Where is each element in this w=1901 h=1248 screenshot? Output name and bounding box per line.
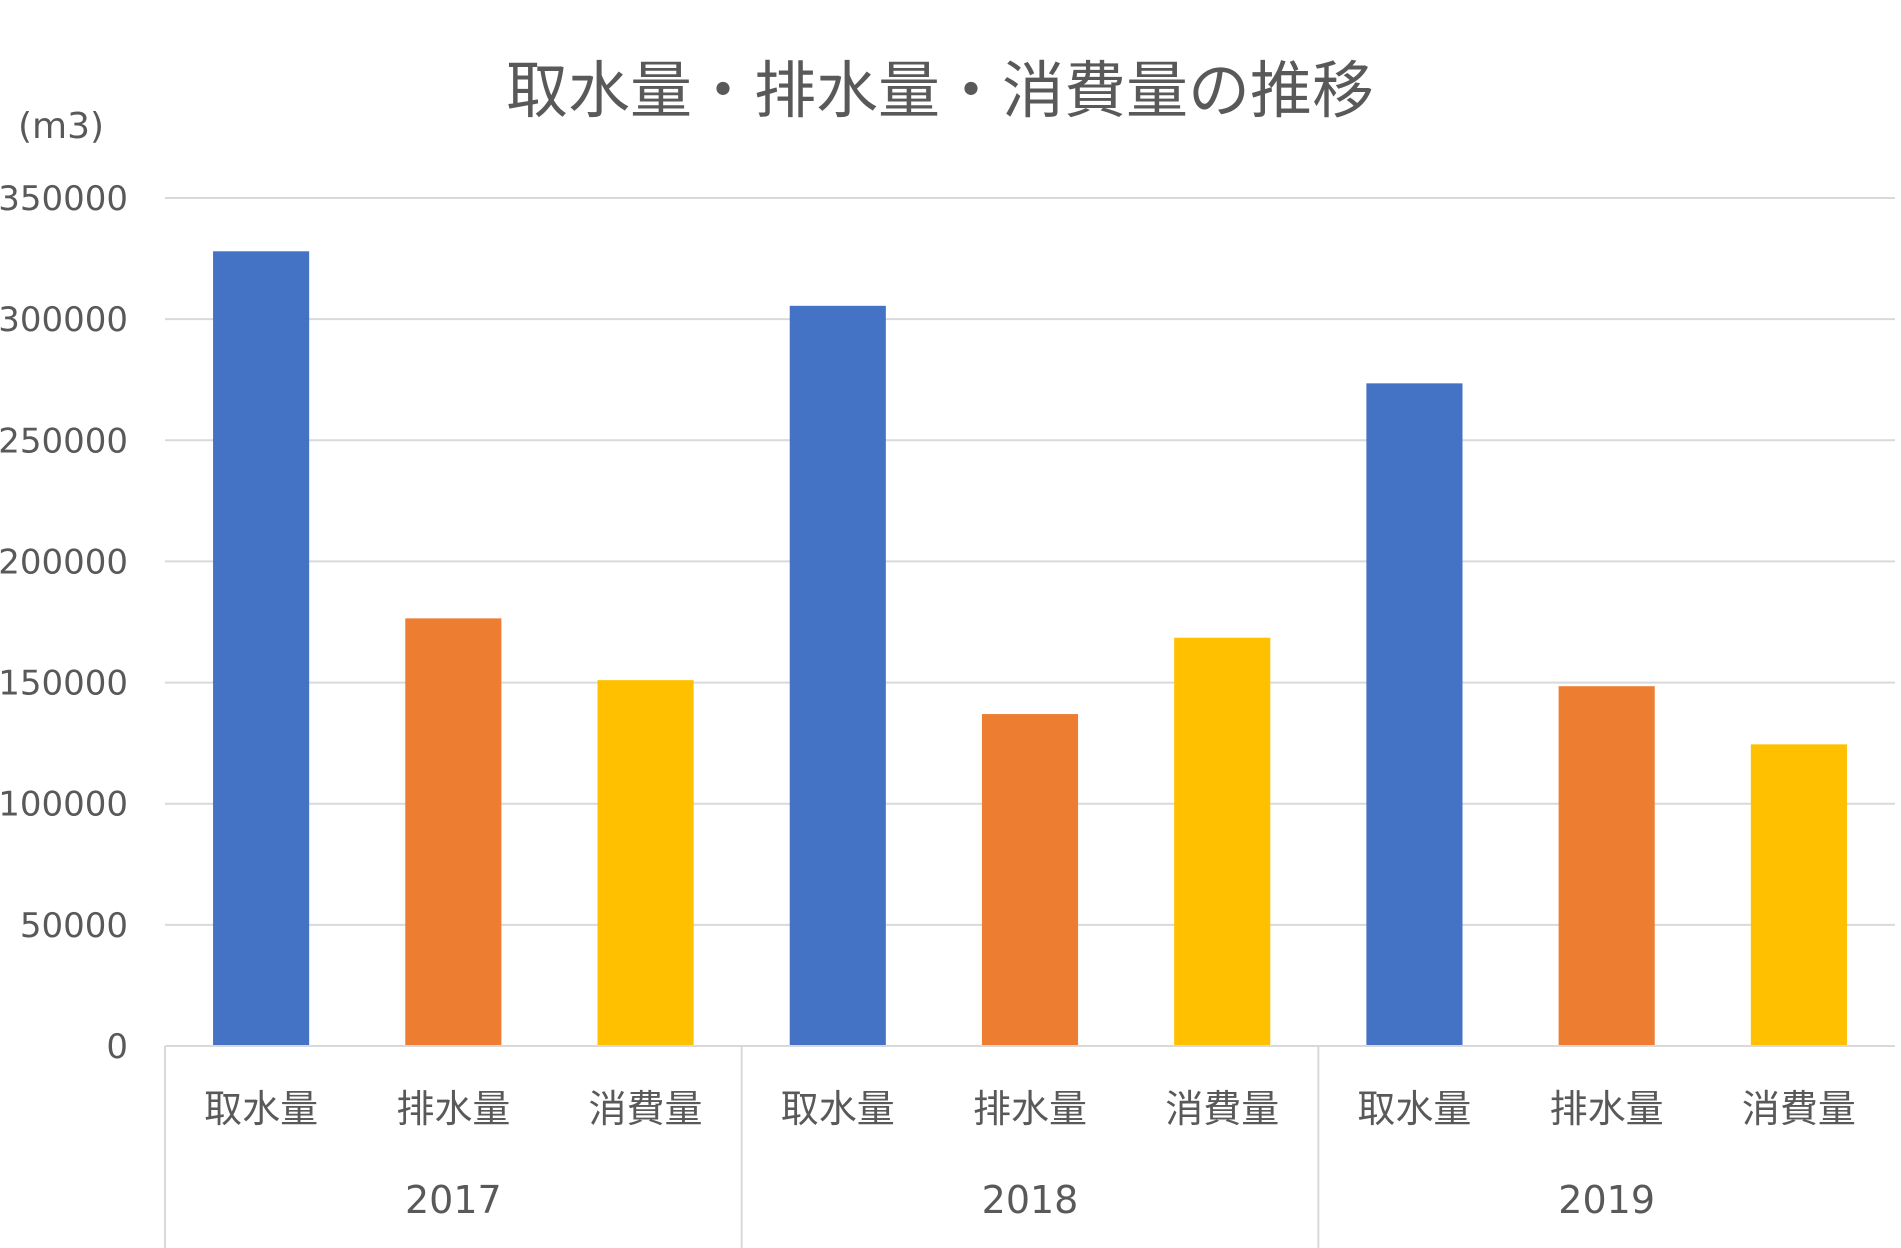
x-category-label: 取水量 (1357, 1087, 1471, 1131)
y-tick-label: 350000 (0, 179, 128, 219)
x-axis-labels: 取水量 排水量 消費量 2017 取水量 排水量 消費量 2018 取水量 排水量 消費量 2019 (204, 1087, 1856, 1222)
bar (1174, 637, 1271, 1046)
y-tick-label: 150000 (0, 664, 128, 704)
unit-label: (m3) (18, 106, 104, 147)
y-tick-label: 300000 (0, 300, 128, 340)
x-group-label: 2017 (405, 1178, 502, 1222)
bar (1366, 383, 1463, 1046)
x-category-label: 排水量 (396, 1087, 510, 1131)
y-tick-label: 0 (106, 1027, 128, 1067)
bar (597, 680, 694, 1046)
bar (981, 714, 1079, 1046)
x-axis (164, 1045, 1895, 1248)
bar (1558, 686, 1655, 1046)
x-category-label: 排水量 (973, 1087, 1087, 1131)
x-group-label: 2019 (1558, 1178, 1655, 1222)
y-tick-label: 200000 (0, 542, 128, 582)
bar (405, 618, 502, 1046)
y-tick-label: 50000 (20, 906, 128, 946)
x-category-label: 取水量 (204, 1087, 318, 1131)
x-category-label: 排水量 (1550, 1087, 1664, 1131)
x-category-label: 消費量 (589, 1087, 703, 1131)
chart-title: 取水量・排水量・消費量の推移 (506, 54, 1374, 127)
y-tick-label: 100000 (0, 785, 128, 825)
bar (789, 305, 886, 1046)
bar (1750, 744, 1847, 1046)
x-group-label: 2018 (982, 1178, 1079, 1222)
bar (213, 251, 310, 1046)
x-category-label: 消費量 (1742, 1087, 1856, 1131)
y-axis-ticks: 0 50000 100000 150000 200000 250000 300000 3500… (0, 179, 128, 1067)
bars (213, 251, 1847, 1046)
x-category-label: 取水量 (781, 1087, 895, 1131)
y-tick-label: 250000 (0, 421, 128, 461)
x-category-label: 消費量 (1165, 1087, 1279, 1131)
